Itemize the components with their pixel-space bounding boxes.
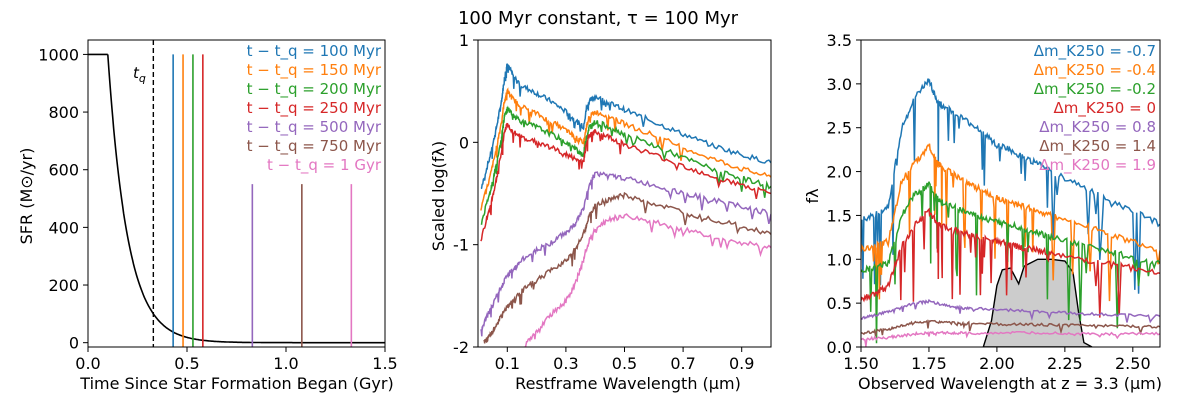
observed-legend-entry: Δm_K250 = 1.4 [1039,137,1156,156]
observed-ytick-label: 3.5 [827,31,852,50]
observed-legend-entry: Δm_K250 = 0 [1054,99,1157,118]
tq-label: tq [133,64,146,85]
observed-ytick-label: 0.5 [827,294,852,313]
observed-ytick-label: 1.5 [827,206,852,225]
sfh-legend-entry: t − t_q = 200 Myr [247,80,382,99]
observed-series-line [861,207,1160,318]
sfh-legend-entry: t − t_q = 500 Myr [247,118,382,137]
sfh-ytick-label: 200 [48,276,79,295]
restframe-panel: Scaled log(fλ) Restframe Wavelength (μm)… [429,31,772,393]
restframe-series-line [483,191,771,344]
sfh-ytick-label: 400 [48,218,79,237]
observed-xtick-label: 2.00 [979,354,1015,373]
restframe-series-line [480,87,771,211]
observed-xtick-label: 1.75 [911,354,947,373]
restframe-ytick-label: -1 [453,236,469,255]
observed-ytick-label: 2.5 [827,119,852,138]
observed-series-line [861,298,1160,324]
restframe-ytick-label: -2 [453,338,469,357]
observed-axes-frame [860,39,1161,348]
observed-ytick-label: 0.0 [827,338,852,357]
restframe-series-line [480,122,771,242]
restframe-xtick-label: 0.9 [729,354,754,373]
sfh-xtick-label: 0.0 [75,354,100,373]
sfh-xtick-label: 0.5 [174,354,199,373]
restframe-xlabel: Restframe Wavelength (μm) [515,374,741,393]
observed-legend-entry: Δm_K250 = -0.4 [1034,61,1156,80]
restframe-xtick-label: 0.7 [670,354,695,373]
observed-xtick-label: 2.25 [1047,354,1083,373]
restframe-series-line [480,63,771,190]
restframe-xtick-label: 0.5 [612,354,637,373]
sfh-axes-frame [87,39,386,348]
figure-title: 100 Myr constant, τ = 100 Myr [458,8,739,29]
observed-xlabel: Observed Wavelength at z = 3.3 (μm) [858,374,1162,393]
restframe-ytick-label: 1 [459,31,469,50]
restframe-series-line [524,213,771,347]
sfh-ytick-label: 800 [48,103,79,122]
sfh-legend-entry: t − t_q = 150 Myr [247,61,382,80]
observed-ytick-label: 2.0 [827,163,852,182]
sfh-curve [88,53,385,344]
sfh-ytick-label: 600 [48,161,79,180]
observed-panel: fλ Observed Wavelength at z = 3.3 (μm) Δ… [803,31,1162,393]
observed-series-line [861,143,1160,302]
observed-legend-entry: Δm_K250 = -0.2 [1034,80,1156,99]
sfh-xtick-label: 1.5 [372,354,397,373]
observed-series-line [861,319,1160,337]
sfh-panel: SFR (M⊙/yr) Time Since Star Formation Be… [17,39,398,393]
observed-legend-entry: Δm_K250 = 1.9 [1039,156,1156,175]
sfh-ytick-label: 1000 [38,45,79,64]
sfh-legend-entry: t − t_q = 750 Myr [247,137,382,156]
sfh-ytick-label: 0 [69,334,79,353]
restframe-xtick-label: 0.1 [495,354,520,373]
observed-series-line [861,330,1160,347]
sfh-legend-entry: t − t_q = 250 Myr [247,99,382,118]
restframe-ytick-label: 0 [459,133,469,152]
observed-legend-entry: Δm_K250 = 0.8 [1039,118,1156,137]
observed-ylabel: fλ [803,188,822,203]
restframe-xtick-label: 0.3 [553,354,578,373]
sfh-legend-entry: t − t_q = 100 Myr [247,42,382,61]
observed-ytick-label: 1.0 [827,250,852,269]
sfh-legend-entry: t − t_q = 1 Gyr [267,156,382,175]
restframe-series-line [480,105,771,226]
observed-series-line [861,78,1160,294]
sfh-xtick-label: 1.0 [273,354,298,373]
observed-series-line [861,181,1160,344]
observed-xtick-label: 1.50 [843,354,879,373]
sfh-xlabel: Time Since Star Formation Began (Gyr) [79,374,393,393]
restframe-series-line [480,171,771,337]
sfh-ylabel: SFR (M⊙/yr) [17,148,36,245]
restframe-ylabel: Scaled log(fλ) [429,141,448,251]
observed-ytick-label: 3.0 [827,75,852,94]
observed-legend-entry: Δm_K250 = -0.7 [1034,42,1156,61]
observed-xtick-label: 2.50 [1115,354,1151,373]
